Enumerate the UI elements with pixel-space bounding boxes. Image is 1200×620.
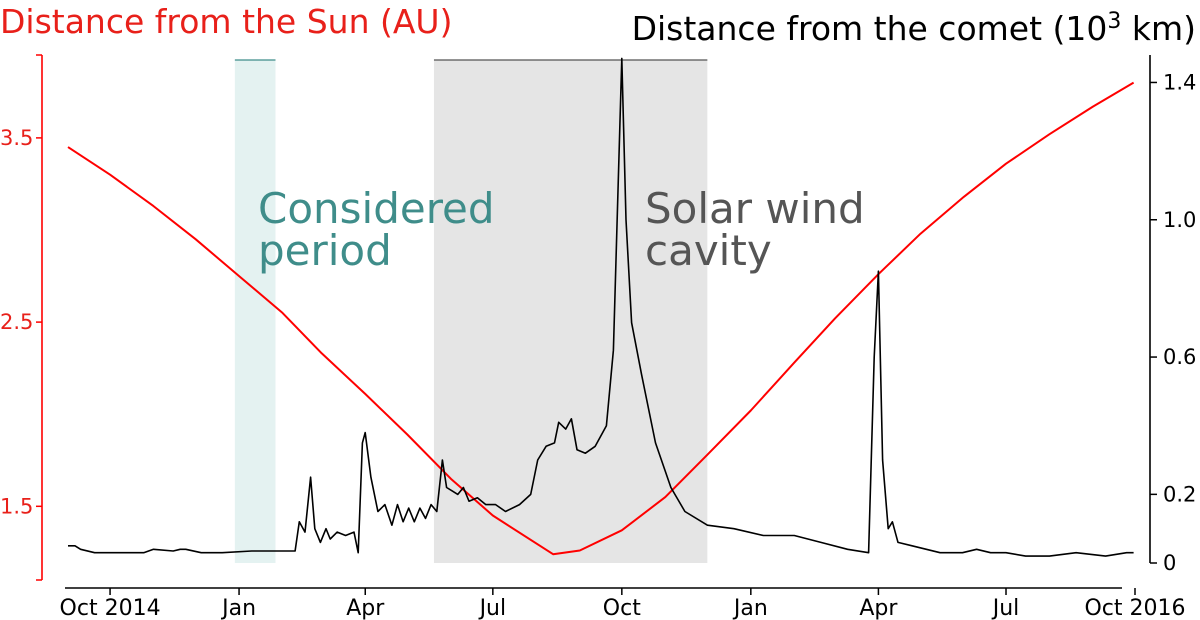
axes [41,55,1151,589]
right-axis-title-prefix: Distance from the comet (10 [632,9,1108,48]
right-tick-label: 1.0 [1163,208,1196,232]
right-tick-label: 1.4 [1163,70,1196,94]
ticks: 1.5 2.5 3.5 0 0.2 0.6 1.0 1.4 Oct 2014 Jan Apr Jul O… [0,54,1196,620]
left-tick-label: 1.5 [0,494,33,518]
x-tick-label: Apr [346,596,385,620]
left-axis-title: Distance from the Sun (AU) [0,2,452,41]
solar-wind-cavity-label-line: cavity [645,226,772,275]
x-tick-label: Oct 2016 [1084,596,1185,620]
considered-period-label-line: Considered [258,184,495,233]
x-tick-label: Jul [991,596,1020,620]
right-axis-title-suffix: km) [1121,9,1196,48]
series [67,57,1135,557]
x-tick-label: Oct 2014 [60,596,161,620]
right-axis-title: Distance from the comet (103 km) [632,9,1196,48]
considered-period-label-line: period [258,226,392,275]
solar-wind-cavity-label-line: Solar wind [645,184,865,233]
x-tick-label: Apr [859,596,898,620]
comet-distance-line [68,57,1134,557]
left-tick-label: 3.5 [0,126,33,150]
right-axis-title-exponent: 3 [1107,9,1121,34]
sun-distance-line [67,81,1135,556]
right-tick-label: 0.6 [1163,345,1196,369]
left-tick-label: 2.5 [0,310,33,334]
x-tick-label: Jul [478,596,507,620]
right-tick-label: 0.2 [1163,482,1196,506]
solar-wind-cavity-region [433,60,708,563]
x-tick-label: Oct [603,596,641,620]
x-tick-label: Jan [732,596,768,620]
right-tick-label: 0 [1163,551,1176,575]
shaded-regions [234,59,708,563]
x-tick-label: Jan [220,596,256,620]
considered-period-region [234,60,276,563]
